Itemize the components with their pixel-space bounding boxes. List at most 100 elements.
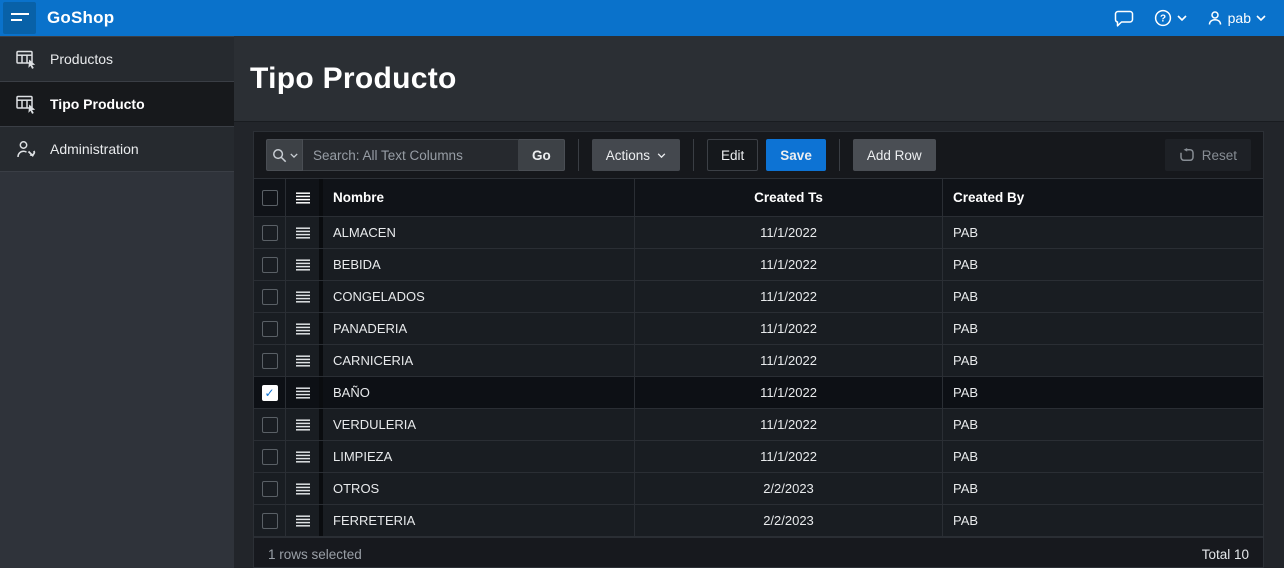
- table-row: LIMPIEZA 11/1/2022 PAB: [254, 441, 1263, 473]
- cell-created-by[interactable]: PAB: [953, 385, 979, 400]
- user-menu-button[interactable]: pab: [1207, 10, 1266, 26]
- cell-created-ts[interactable]: 11/1/2022: [635, 313, 943, 344]
- row-menu-icon[interactable]: [295, 290, 310, 303]
- row-menu-icon[interactable]: [295, 191, 310, 204]
- cell-created-ts[interactable]: 11/1/2022: [635, 217, 943, 248]
- table-header-row: Nombre Created Ts Created By: [254, 179, 1263, 217]
- svg-text:?: ?: [1160, 14, 1166, 25]
- cell-created-ts[interactable]: 2/2/2023: [635, 473, 943, 504]
- row-menu-icon[interactable]: [295, 354, 310, 367]
- table-row: ALMACEN 11/1/2022 PAB: [254, 217, 1263, 249]
- cell-created-ts[interactable]: 11/1/2022: [635, 249, 943, 280]
- select-all-checkbox[interactable]: [261, 189, 278, 206]
- cell-created-ts[interactable]: 11/1/2022: [635, 441, 943, 472]
- cell-nombre[interactable]: ALMACEN: [323, 217, 635, 248]
- column-header-created-ts[interactable]: Created Ts: [635, 179, 943, 216]
- cell-created-ts[interactable]: 11/1/2022: [635, 281, 943, 312]
- grid-table: Nombre Created Ts Created By ALMACEN 11/…: [254, 179, 1263, 537]
- cell-nombre[interactable]: BAÑO: [323, 377, 635, 408]
- cell-created-by[interactable]: PAB: [953, 321, 979, 336]
- row-checkbox[interactable]: [261, 288, 278, 305]
- cell-nombre[interactable]: OTROS: [323, 473, 635, 504]
- feedback-button[interactable]: [1114, 10, 1134, 27]
- cell-created-by[interactable]: PAB: [953, 513, 979, 528]
- cell-nombre[interactable]: CARNICERIA: [323, 345, 635, 376]
- nav-icon: [15, 140, 37, 159]
- sidebar-item-label: Administration: [50, 141, 139, 157]
- row-checkbox[interactable]: [261, 480, 278, 497]
- cell-created-ts[interactable]: 11/1/2022: [635, 345, 943, 376]
- cell-created-by[interactable]: PAB: [953, 225, 979, 240]
- cell-created-by[interactable]: PAB: [953, 481, 979, 496]
- table-body: ALMACEN 11/1/2022 PAB BEBIDA 11/1/2022 P…: [254, 217, 1263, 537]
- table-row: BAÑO 11/1/2022 PAB: [254, 377, 1263, 409]
- cell-created-ts[interactable]: 11/1/2022: [635, 409, 943, 440]
- table-row: CONGELADOS 11/1/2022 PAB: [254, 281, 1263, 313]
- row-menu-icon[interactable]: [295, 386, 310, 399]
- row-select-cell: [254, 281, 286, 312]
- row-menu-icon[interactable]: [295, 450, 310, 463]
- total-rows-status: Total 10: [1201, 547, 1249, 562]
- row-menu-cell: [286, 505, 323, 536]
- toolbar-separator: [577, 139, 579, 171]
- cell-created-by[interactable]: PAB: [953, 257, 979, 272]
- sidebar: Productos Tipo Producto Administration: [0, 36, 234, 568]
- rows-selected-status: 1 rows selected: [268, 547, 362, 562]
- table-row: PANADERIA 11/1/2022 PAB: [254, 313, 1263, 345]
- cell-created-ts[interactable]: 11/1/2022: [635, 377, 943, 408]
- chevron-down-icon: [1256, 15, 1266, 21]
- row-checkbox[interactable]: [261, 224, 278, 241]
- sidebar-item-productos[interactable]: Productos: [0, 37, 234, 82]
- cell-nombre[interactable]: VERDULERIA: [323, 409, 635, 440]
- edit-button[interactable]: Edit: [707, 139, 759, 171]
- search-input[interactable]: [303, 139, 519, 171]
- add-row-button[interactable]: Add Row: [852, 139, 936, 171]
- cell-nombre[interactable]: PANADERIA: [323, 313, 635, 344]
- search-icon: [272, 148, 287, 163]
- column-header-created-by[interactable]: Created By: [953, 190, 1025, 205]
- help-menu-button[interactable]: ?: [1154, 9, 1187, 27]
- search-column-selector-button[interactable]: [266, 139, 303, 171]
- sidebar-item-tipo-producto[interactable]: Tipo Producto: [0, 82, 234, 127]
- user-icon: [1207, 10, 1223, 26]
- reset-button[interactable]: Reset: [1164, 139, 1251, 171]
- row-checkbox[interactable]: [261, 416, 278, 433]
- reset-label: Reset: [1201, 147, 1237, 163]
- cell-nombre[interactable]: BEBIDA: [323, 249, 635, 280]
- row-select-cell: [254, 441, 286, 472]
- chat-bubble-icon: [1114, 10, 1134, 27]
- toolbar-separator: [838, 139, 840, 171]
- row-checkbox[interactable]: [261, 448, 278, 465]
- sidebar-item-label: Tipo Producto: [50, 96, 145, 112]
- row-checkbox[interactable]: [261, 352, 278, 369]
- cell-created-by[interactable]: PAB: [953, 353, 979, 368]
- row-menu-cell: [286, 313, 323, 344]
- save-button[interactable]: Save: [766, 139, 826, 171]
- actions-menu-button[interactable]: Actions: [591, 139, 681, 171]
- chevron-down-icon: [657, 152, 666, 158]
- sidebar-item-administration[interactable]: Administration: [0, 127, 234, 172]
- cell-nombre[interactable]: CONGELADOS: [323, 281, 635, 312]
- cell-created-by[interactable]: PAB: [953, 449, 979, 464]
- row-menu-icon[interactable]: [295, 258, 310, 271]
- row-menu-icon[interactable]: [295, 226, 310, 239]
- row-menu-icon[interactable]: [295, 322, 310, 335]
- column-header-nombre[interactable]: Nombre: [323, 179, 635, 216]
- row-checkbox[interactable]: [261, 384, 278, 401]
- cell-created-by[interactable]: PAB: [953, 417, 979, 432]
- row-checkbox[interactable]: [261, 512, 278, 529]
- row-menu-icon[interactable]: [295, 418, 310, 431]
- page-title: Tipo Producto: [250, 61, 457, 95]
- toolbar-separator: [693, 139, 695, 171]
- go-button[interactable]: Go: [519, 139, 565, 171]
- row-menu-icon[interactable]: [295, 482, 310, 495]
- row-checkbox[interactable]: [261, 320, 278, 337]
- cell-created-ts[interactable]: 2/2/2023: [635, 505, 943, 536]
- nav-menu-toggle-button[interactable]: [3, 2, 36, 34]
- cell-created-by[interactable]: PAB: [953, 289, 979, 304]
- cell-nombre[interactable]: LIMPIEZA: [323, 441, 635, 472]
- row-checkbox[interactable]: [261, 256, 278, 273]
- row-menu-icon[interactable]: [295, 514, 310, 527]
- select-all-cell: [254, 179, 286, 216]
- cell-nombre[interactable]: FERRETERIA: [323, 505, 635, 536]
